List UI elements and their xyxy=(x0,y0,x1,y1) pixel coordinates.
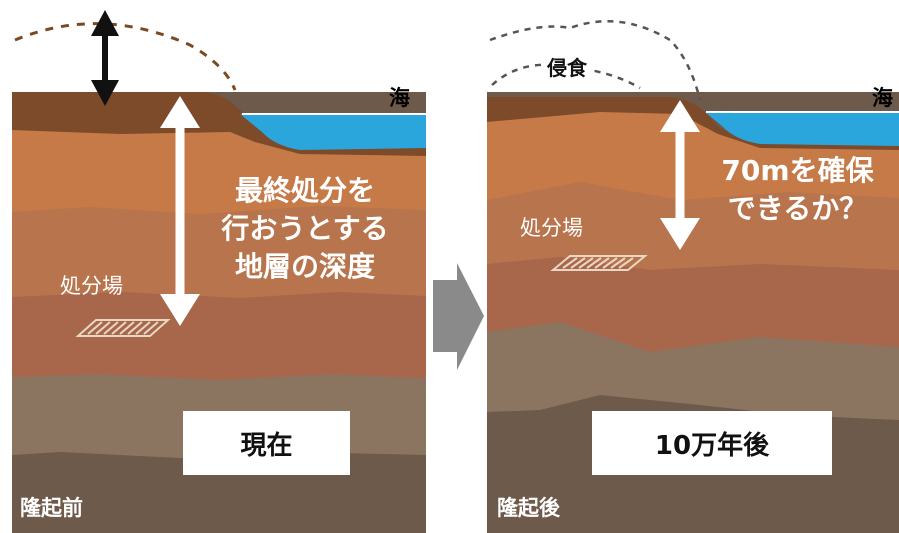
depth-text-line-1: 最終処分を xyxy=(234,174,375,207)
question-line-1: 70mを確保 xyxy=(721,154,874,187)
depth-text-line-3: 地層の深度 xyxy=(234,250,375,283)
sea-right xyxy=(705,112,899,146)
original-surface-dashed-line xyxy=(14,22,237,91)
depth-question: 70mを確保 できるか？ xyxy=(700,152,895,228)
tan-layer-right xyxy=(487,320,899,420)
sea-label-right: 海 xyxy=(872,86,893,110)
after-uplift-label: 隆起後 xyxy=(497,496,560,520)
mid-layer-right xyxy=(487,255,899,352)
sea-label-left: 海 xyxy=(389,86,410,110)
remaining-depth-double-arrow xyxy=(660,100,700,250)
disposal-site-mark-right xyxy=(550,255,648,271)
disposal-site-label-right: 処分場 xyxy=(520,216,583,240)
time-label-present: 現在 xyxy=(183,411,350,475)
topsoil-layer xyxy=(12,92,426,156)
disposal-site-label-left: 処分場 xyxy=(60,274,123,298)
depth-double-arrow xyxy=(160,96,200,326)
disposal-site-mark-left xyxy=(75,319,171,337)
eroded-surface-dashed-line xyxy=(489,20,702,101)
time-label-future: 10万年後 xyxy=(592,411,832,475)
depth-text-line-2: 行おうとする xyxy=(221,212,389,245)
sea xyxy=(240,114,426,150)
orange-layer xyxy=(12,128,426,214)
topsoil-layer-right xyxy=(487,97,899,150)
upper-mid-layer xyxy=(12,204,426,298)
depth-description: 最終処分を 行おうとする 地層の深度 xyxy=(205,172,405,286)
orange-layer-right xyxy=(487,110,899,200)
erosion-label: 侵食 xyxy=(544,58,590,78)
uplift-double-arrow xyxy=(91,10,119,106)
transition-arrow xyxy=(433,263,484,370)
mid-layer xyxy=(12,290,426,380)
question-line-2: できるか？ xyxy=(727,192,868,225)
before-uplift-label: 隆起前 xyxy=(20,496,83,520)
